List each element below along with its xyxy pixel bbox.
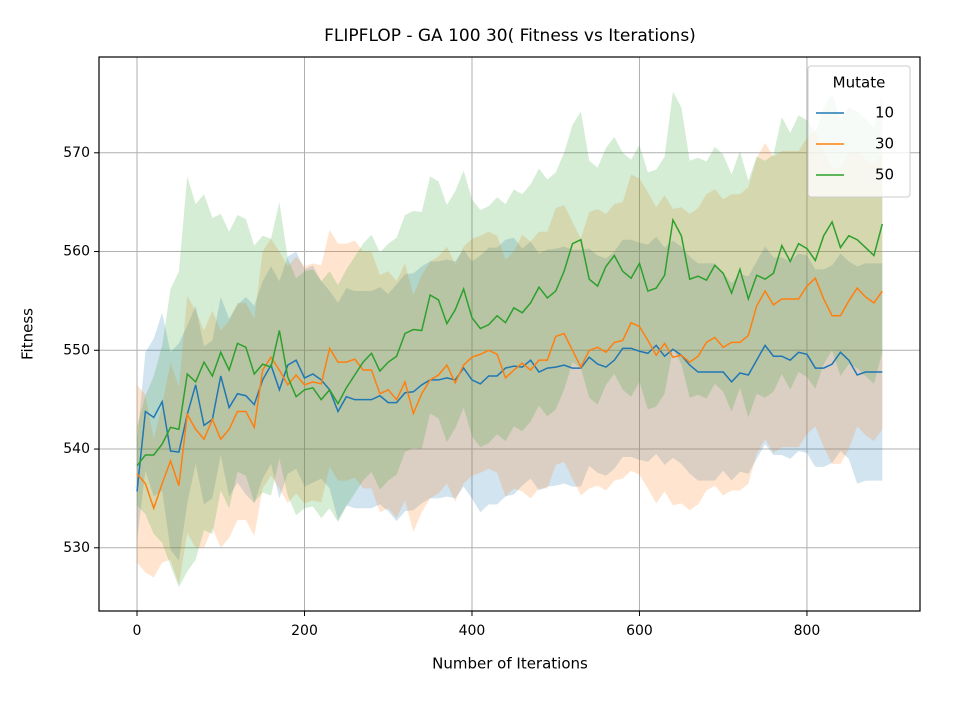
- chart-title: FLIPFLOP - GA 100 30( Fitness vs Iterati…: [324, 26, 696, 46]
- x-axis-label: Number of Iterations: [432, 655, 588, 673]
- legend-label: 50: [875, 166, 894, 184]
- y-tick-label: 530: [63, 540, 90, 556]
- std-band: [137, 91, 883, 588]
- legend-label: 10: [875, 104, 894, 122]
- x-tick-label: 400: [459, 623, 486, 639]
- legend-box: [807, 65, 911, 198]
- y-tick-label: 550: [63, 342, 90, 358]
- x-tick-label: 0: [133, 623, 142, 639]
- axes-frame: [98, 56, 921, 612]
- y-tick-label: 540: [63, 441, 90, 457]
- x-tick-label: 600: [626, 623, 653, 639]
- legend-title: Mutate: [833, 74, 886, 92]
- series-line: [136, 276, 883, 511]
- std-band: [137, 236, 883, 561]
- plot-area: [99, 57, 920, 611]
- y-tick-label: 560: [63, 244, 90, 260]
- y-tick-label: 570: [63, 145, 90, 161]
- legend-label: 30: [875, 135, 894, 153]
- x-tick-label: 800: [794, 623, 821, 639]
- y-axis-label: Fitness: [19, 308, 37, 360]
- x-tick-label: 200: [291, 623, 318, 639]
- series-line: [136, 217, 884, 467]
- std-band: [137, 130, 883, 585]
- legend: Mutate 10 30 50: [807, 65, 911, 198]
